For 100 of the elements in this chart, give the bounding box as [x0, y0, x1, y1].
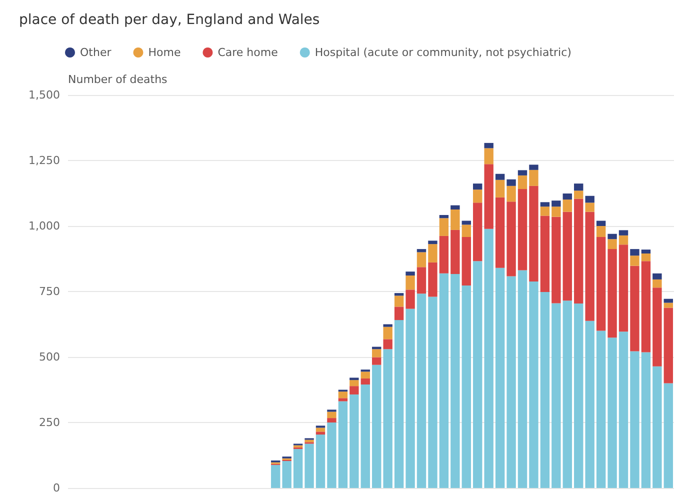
bar: [416, 267, 426, 294]
bar: [574, 184, 584, 191]
bar: [360, 378, 370, 385]
bar: [416, 252, 426, 268]
bar: [552, 303, 561, 488]
bar: [630, 249, 640, 256]
bar: [618, 244, 628, 332]
bar: [506, 186, 516, 202]
bar: [552, 206, 561, 217]
bar: [630, 351, 640, 488]
bar: [608, 249, 617, 338]
bar: [529, 186, 538, 282]
bar: [529, 164, 538, 170]
bar: [608, 338, 617, 488]
bar: [484, 142, 494, 148]
bar: [439, 273, 449, 488]
bar: [484, 228, 494, 488]
bar: [562, 212, 572, 301]
bar: [316, 434, 326, 488]
bar: [406, 308, 415, 488]
bar: [540, 206, 550, 216]
bar: [574, 304, 584, 488]
bar: [518, 175, 528, 190]
bar: [439, 236, 449, 274]
bar: [664, 383, 673, 488]
bar: [562, 300, 572, 488]
bar: [372, 349, 382, 358]
bar: [316, 432, 326, 435]
bar: [406, 272, 415, 276]
bar: [428, 296, 438, 488]
bar: [518, 270, 528, 488]
bar: [394, 293, 404, 296]
bar: [360, 372, 370, 378]
bar: [350, 378, 359, 380]
bar: [338, 392, 348, 398]
bar: [518, 189, 528, 270]
bar: [282, 461, 292, 488]
bar: [450, 230, 460, 274]
bar: [574, 190, 584, 199]
bar: [316, 428, 326, 432]
bar: [562, 200, 572, 212]
bar: [383, 339, 392, 350]
bar: [506, 276, 516, 488]
bar: [394, 320, 404, 488]
bar: [450, 274, 460, 488]
bar: [618, 332, 628, 488]
bar: [350, 380, 359, 386]
bar: [383, 326, 392, 340]
bar: [652, 288, 662, 366]
bar: [271, 464, 280, 488]
bar: [506, 202, 516, 276]
bar: [574, 198, 584, 304]
bar: [630, 266, 640, 352]
bar: [585, 196, 594, 203]
bar: [304, 444, 314, 488]
bar: [641, 254, 651, 262]
bar: [428, 262, 438, 297]
bar: [641, 352, 651, 488]
bar: [484, 148, 494, 164]
bar: [406, 276, 415, 290]
bar: [394, 306, 404, 320]
bar: [618, 230, 628, 236]
bar: [585, 212, 594, 321]
bar: [596, 220, 606, 226]
y-tick-label: 750: [39, 285, 60, 298]
bar: [652, 366, 662, 488]
bar: [372, 357, 382, 365]
bar: [416, 249, 426, 252]
chart-title: place of death per day, England and Wales: [19, 12, 320, 28]
bar: [585, 320, 594, 488]
bar: [562, 194, 572, 200]
y-tick-label: 250: [39, 416, 60, 429]
bar: [338, 398, 348, 402]
bar: [327, 412, 336, 418]
bar: [439, 218, 449, 236]
bar: [641, 261, 651, 352]
y-tick-label: 1,000: [28, 220, 60, 232]
bar: [495, 180, 505, 198]
y-tick-label: 1,250: [28, 154, 60, 167]
bar: [473, 261, 482, 488]
bar: [484, 164, 494, 229]
bar: [428, 240, 438, 244]
bar: [529, 282, 538, 488]
bar: [664, 298, 673, 303]
bar: [540, 202, 550, 207]
bar: [462, 285, 471, 488]
bar: [428, 244, 438, 262]
bar: [360, 384, 370, 488]
bar: [618, 235, 628, 245]
bar: [529, 170, 538, 186]
bar: [652, 273, 662, 280]
y-tick-label: 500: [39, 350, 60, 364]
bar: [338, 401, 348, 488]
bar: [350, 386, 359, 394]
bar: [293, 448, 303, 488]
bar: [473, 184, 482, 190]
legend-label: Other: [80, 46, 112, 59]
bar: [439, 214, 449, 218]
bar: [372, 364, 382, 488]
y-tick-label: 1,500: [28, 88, 60, 102]
